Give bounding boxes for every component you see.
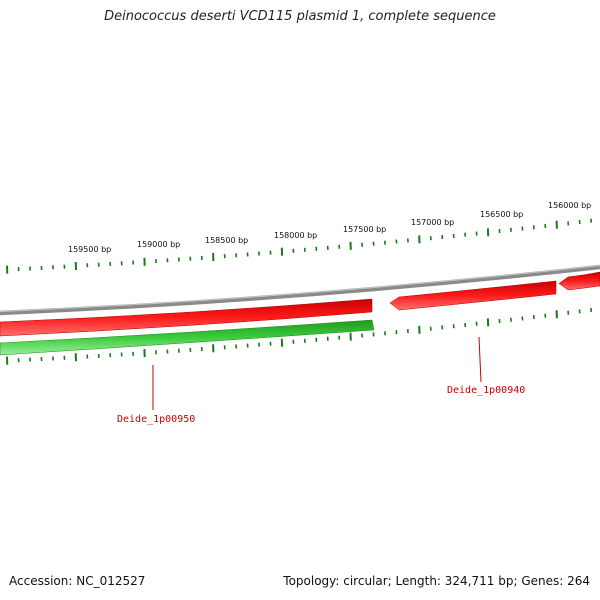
gene-label-deide-1p00950[interactable]: Deide_1p00950 (117, 414, 195, 425)
gene-arrow-next-reverse[interactable] (558, 271, 600, 291)
gene-arrow-deide-1p00950[interactable] (0, 298, 373, 337)
bp-label-158500: 158500 bp (205, 236, 248, 245)
map-title: Deinococcus deserti VCD115 plasmid 1, co… (104, 9, 496, 24)
outer-tick-ring (6, 218, 593, 274)
backbone-track (0, 264, 600, 316)
bp-label-158000: 158000 bp (274, 231, 317, 240)
gene-arrow-forward[interactable] (0, 319, 375, 356)
inner-tick-ring (6, 307, 593, 365)
bp-label-156000: 156000 bp (548, 201, 591, 210)
bp-label-group: 159500 bp 159000 bp 158500 bp 158000 bp … (68, 201, 591, 254)
gene-arrow-deide-1p00940[interactable] (389, 280, 557, 311)
backbone-highlight (0, 265, 600, 312)
accession-text: Accession: NC_012527 (9, 574, 146, 588)
bp-label-159000: 159000 bp (137, 240, 180, 249)
bp-label-159500: 159500 bp (68, 245, 111, 254)
bp-label-157500: 157500 bp (343, 225, 386, 234)
topology-summary: Topology: circular; Length: 324,711 bp; … (283, 574, 590, 588)
bp-label-157000: 157000 bp (411, 218, 454, 227)
leader-line-deide-1p00940 (478, 336, 482, 383)
gene-label-deide-1p00940[interactable]: Deide_1p00940 (447, 385, 525, 396)
bp-label-156500: 156500 bp (480, 210, 523, 219)
